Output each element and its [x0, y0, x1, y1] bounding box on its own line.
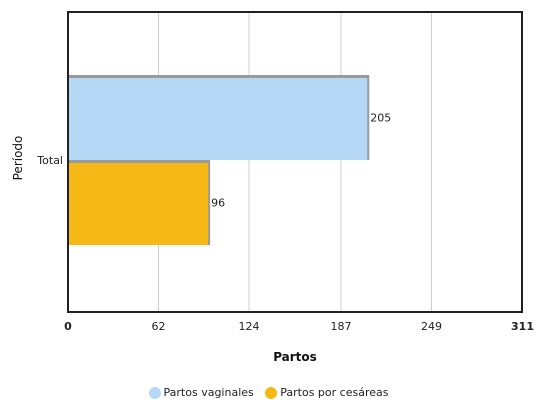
- x-tick-label: 187: [330, 320, 351, 333]
- bar-partos-vaginales[interactable]: [68, 78, 367, 160]
- x-tick-label: 62: [152, 320, 166, 333]
- legend: Partos vaginales Partos por cesáreas: [0, 386, 537, 402]
- y-axis-title: Período: [11, 136, 25, 181]
- bars: [68, 75, 369, 245]
- category-label: Total: [36, 154, 63, 167]
- data-label: 96: [211, 197, 225, 210]
- x-axis-title: Partos: [273, 350, 317, 364]
- x-tick-label: 249: [421, 320, 442, 333]
- legend-marker-icon: [149, 387, 161, 399]
- legend-label: Partos vaginales: [164, 386, 254, 399]
- legend-item-vaginales[interactable]: Partos vaginales: [149, 386, 254, 399]
- x-tick-label: 0: [64, 320, 72, 333]
- bar-partos-cesareas[interactable]: [68, 163, 208, 245]
- x-axis-ticks: 0 62 124 187 249 311: [64, 320, 534, 333]
- legend-label: Partos por cesáreas: [280, 386, 388, 399]
- legend-item-cesareas[interactable]: Partos por cesáreas: [265, 386, 388, 399]
- legend-marker-icon: [265, 387, 277, 399]
- x-tick-label: 311: [511, 320, 534, 333]
- x-tick-label: 124: [239, 320, 260, 333]
- data-label: 205: [370, 112, 391, 125]
